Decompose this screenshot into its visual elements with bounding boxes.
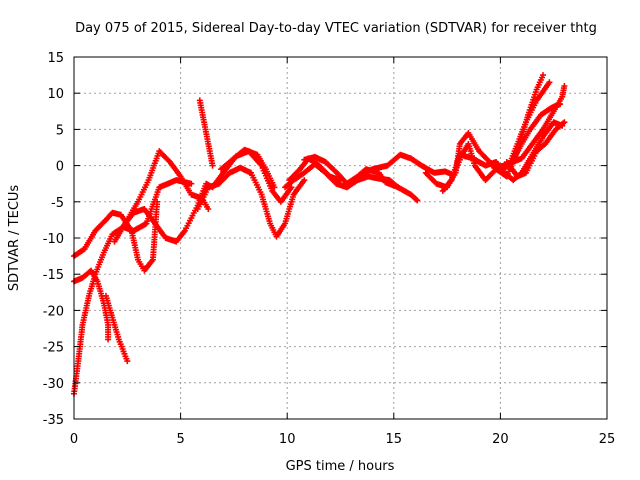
data-point-markers — [120, 148, 212, 231]
x-tick-label: 0 — [70, 432, 78, 447]
y-tick-label: -15 — [43, 268, 64, 283]
x-tick-label: 20 — [492, 432, 509, 447]
y-tick-label: 15 — [47, 51, 64, 66]
grid-lines — [74, 57, 607, 419]
y-tick-label: -5 — [51, 196, 64, 211]
x-axis-title: GPS time / hours — [286, 459, 395, 474]
chart-title: Day 075 of 2015, Sidereal Day-to-day VTE… — [75, 21, 597, 36]
data-point-markers — [194, 164, 308, 240]
series-15 — [439, 119, 566, 194]
x-tick-label: 15 — [386, 432, 403, 447]
y-tick-label: 10 — [47, 87, 64, 102]
series-4 — [103, 292, 131, 365]
series-8 — [194, 164, 308, 240]
y-tick-label: 0 — [56, 160, 64, 175]
data-point-markers — [354, 72, 546, 184]
data-point-markers — [218, 146, 278, 191]
data-point-markers — [196, 97, 216, 169]
y-axis-title: SDTVAR / TECUs — [7, 185, 22, 292]
data-point-markers — [439, 119, 566, 194]
data-point-markers — [493, 101, 564, 171]
series-13 — [354, 72, 546, 184]
series-7 — [196, 97, 216, 169]
data-point-markers — [103, 292, 131, 365]
y-tick-label: -35 — [43, 413, 64, 428]
axis-ticks: 0 5 10 15 20 25 -35 -30 -25 -20 -15 -10 -5 0 5 10 15 — [43, 51, 616, 447]
x-tick-label: 10 — [279, 432, 296, 447]
y-tick-label: -10 — [43, 232, 64, 247]
x-tick-label: 5 — [176, 432, 184, 447]
y-tick-label: -20 — [43, 304, 64, 319]
series-6 — [120, 148, 212, 231]
data-points-layer — [71, 72, 568, 397]
x-tick-label: 25 — [599, 432, 616, 447]
y-tick-label: -30 — [43, 377, 64, 392]
series-9 — [218, 146, 278, 191]
y-tick-label: -25 — [43, 341, 64, 356]
series-18 — [493, 101, 564, 171]
y-tick-label: 5 — [56, 123, 64, 138]
